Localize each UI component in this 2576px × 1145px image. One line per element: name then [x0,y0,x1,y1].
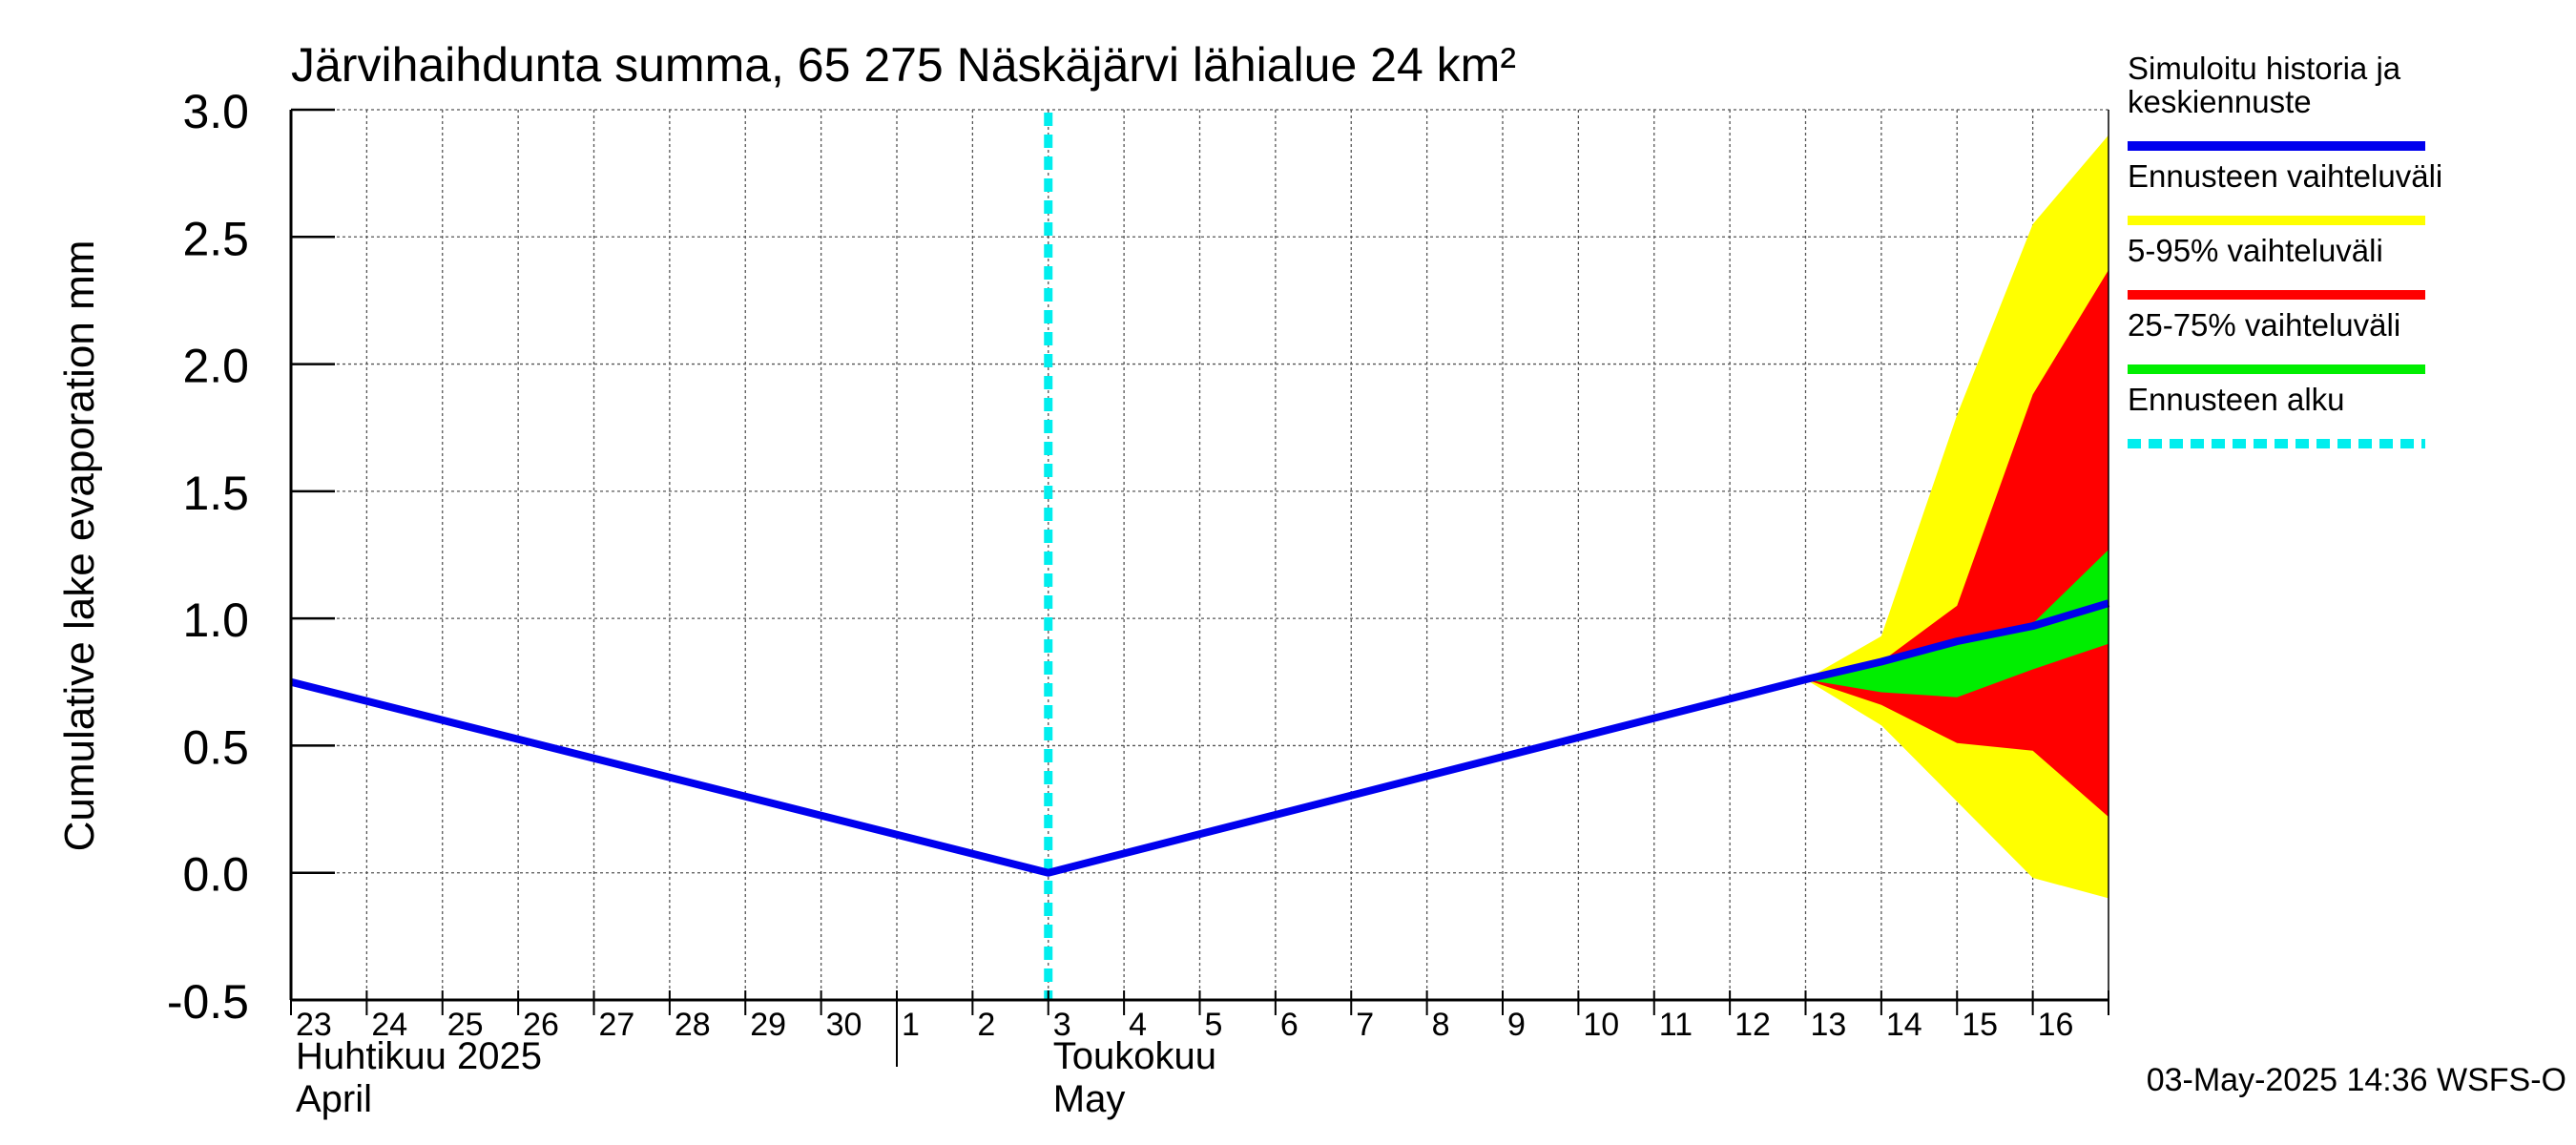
x-day-label: 13 [1811,1007,1847,1043]
x-day-label: 14 [1886,1007,1922,1043]
x-day-label: 2 [977,1007,995,1043]
axes [289,108,2109,1067]
chart-title: Järvihaihdunta summa, 65 275 Näskäjärvi … [291,38,1516,92]
x-day-label: 11 [1659,1007,1693,1043]
x-day-label: 1 [902,1007,920,1043]
x-day-label: 30 [826,1007,862,1043]
x-day-label: 12 [1735,1007,1771,1043]
legend-label: Ennusteen vaihteluväli [2128,158,2442,194]
series-lines [290,113,2110,1000]
line-simulated-mean [290,599,2110,877]
x-day-label: 7 [1356,1007,1374,1043]
x-day-label: 4 [1129,1007,1147,1043]
legend-label: keskiennuste [2128,84,2312,119]
y-tick-label: 2.0 [182,340,249,393]
band-25-75-vaihteluv-li [1805,550,2109,697]
y-tick-label: 1.5 [182,467,249,520]
x-day-label: 25 [447,1007,484,1043]
x-day-label: 9 [1507,1007,1526,1043]
y-tick-label: -0.5 [167,975,249,1029]
y-tick-label: 3.0 [182,85,249,138]
x-day-label: 16 [2038,1007,2074,1043]
x-day-label: 23 [296,1007,332,1043]
x-day-label: 26 [523,1007,559,1043]
x-day-label: 15 [1962,1007,1998,1043]
axis-labels: 3.02.52.01.51.00.50.0-0.5 23 24 25 26 27 28 29 3… [167,85,2074,1120]
x-day-label: 27 [599,1007,635,1043]
y-tick-label: 0.5 [182,720,249,774]
x-day-label: 24 [371,1007,407,1043]
x-day-label: 5 [1205,1007,1223,1043]
x-day-label: 10 [1583,1007,1619,1043]
x-day-label: 3 [1053,1007,1071,1043]
y-tick-label: 1.0 [182,593,249,647]
month-label-en: April [296,1078,372,1120]
legend-label: Simuloitu historia ja [2128,51,2401,86]
x-day-label: 29 [750,1007,786,1043]
legend-label: 25-75% vaihteluväli [2128,307,2400,343]
legend-label: 5-95% vaihteluväli [2128,233,2383,268]
y-tick-label: 0.0 [182,848,249,902]
x-day-label: 28 [675,1007,711,1043]
y-axis-label: Cumulative lake evaporation mm [56,240,103,852]
timestamp-footer: 03-May-2025 14:36 WSFS-O [2147,1062,2566,1098]
legend-label: Ennusteen alku [2128,382,2345,417]
month-label-en: May [1053,1078,1126,1120]
x-day-label: 8 [1432,1007,1450,1043]
forecast-bands [1805,135,2109,899]
y-tick-label: 2.5 [182,212,249,265]
month-label-fi: Toukokuu [1053,1035,1216,1077]
x-day-label: 6 [1280,1007,1298,1043]
month-label-fi: Huhtikuu 2025 [296,1035,542,1077]
